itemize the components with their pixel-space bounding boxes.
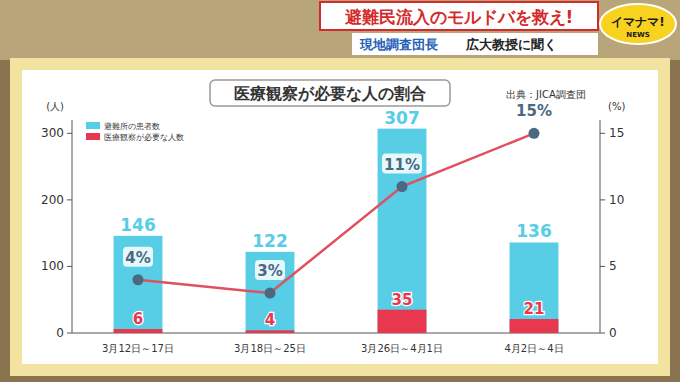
line-marker <box>529 128 540 139</box>
line-label-bg <box>123 247 153 267</box>
y2-tick-label: 5 <box>609 259 617 273</box>
banner-box <box>320 2 598 30</box>
bar <box>510 319 559 333</box>
panel <box>22 70 658 364</box>
line-marker <box>265 288 276 299</box>
data-labels: 146 122 307 136 6 4 35 21 4% 3% 11% 15% <box>120 100 554 329</box>
y-tick-label: 300 <box>41 126 64 140</box>
y-tick <box>67 199 72 200</box>
y-tick <box>67 333 72 334</box>
chart-screen: 避難民流入のモルドバを救え! 現地調査団長 広大教授に聞く イマナマ! NEWS 医療観察… <box>0 0 680 382</box>
background <box>0 0 680 382</box>
bar <box>114 329 163 333</box>
legend-swatch <box>86 122 100 129</box>
bar <box>114 236 163 333</box>
studio-backdrop <box>0 0 680 60</box>
bar-label: 146 <box>120 215 156 235</box>
subbanner-topic: 広大教授に聞く <box>465 37 557 52</box>
y2-axis <box>600 120 601 333</box>
line-label-bg <box>382 154 422 174</box>
y-axis <box>72 120 73 333</box>
legend-swatch <box>86 133 100 140</box>
logo-sub: NEWS <box>626 31 649 39</box>
bar-label: 35 <box>392 291 413 309</box>
line-marker <box>133 274 144 285</box>
bar <box>510 242 559 333</box>
y-tick-label: 100 <box>41 259 64 273</box>
legend-label: 避難所の患者数 <box>104 122 160 131</box>
subbanner-box <box>352 33 598 55</box>
bar <box>378 129 427 333</box>
line-label: 11% <box>384 156 420 174</box>
line-label: 3% <box>257 262 282 280</box>
x-tick-label: 3月12日～17日 <box>102 343 174 354</box>
title-box <box>210 80 450 106</box>
y-tick-label: 200 <box>41 193 64 207</box>
y2-tick <box>600 333 605 334</box>
plot-area <box>114 128 559 333</box>
banner-title: 避難民流入のモルドバを救え! <box>345 7 574 27</box>
x-tick-label: 3月26日～4月1日 <box>361 343 443 354</box>
logo-text: イマナマ! <box>611 15 664 29</box>
source: 出典：JICA調査団 <box>506 89 586 100</box>
y2-tick <box>600 266 605 267</box>
y2-tick <box>600 133 605 134</box>
y2-tick-label: 15 <box>609 126 624 140</box>
panel-frame <box>10 58 670 376</box>
y-tick-label: 0 <box>56 326 64 340</box>
bar-label: 122 <box>252 231 288 251</box>
y2-tick-label: 10 <box>609 193 624 207</box>
bar <box>378 310 427 333</box>
legend-label: 医療観察が必要な人数 <box>104 133 184 142</box>
line-label: 15% <box>516 102 552 120</box>
line-marker <box>397 181 408 192</box>
y-tick <box>67 266 72 267</box>
chart-title: 医療観察が必要な人の割合 <box>234 84 426 103</box>
line-label-bg <box>514 100 554 120</box>
line-label-bg <box>255 260 285 280</box>
line-label: 4% <box>125 249 150 267</box>
bar <box>246 330 295 333</box>
line <box>138 133 534 293</box>
x-tick-label: 3月18日～25日 <box>234 343 306 354</box>
bar-label: 136 <box>516 221 552 241</box>
bar-label: 4 <box>265 311 275 329</box>
bar-label: 21 <box>524 300 545 318</box>
x-tick-label: 4月2日～4日 <box>504 343 563 354</box>
y2-tick-label: 0 <box>609 326 617 340</box>
y-axis-label: (人) <box>46 101 64 112</box>
logo <box>600 4 676 44</box>
bar-label: 307 <box>384 108 420 128</box>
y2-axis-label: (%) <box>608 101 625 112</box>
y-tick <box>67 133 72 134</box>
bar-label: 6 <box>133 310 143 328</box>
subbanner-role: 現地調査団長 <box>359 37 438 52</box>
y2-tick <box>600 199 605 200</box>
